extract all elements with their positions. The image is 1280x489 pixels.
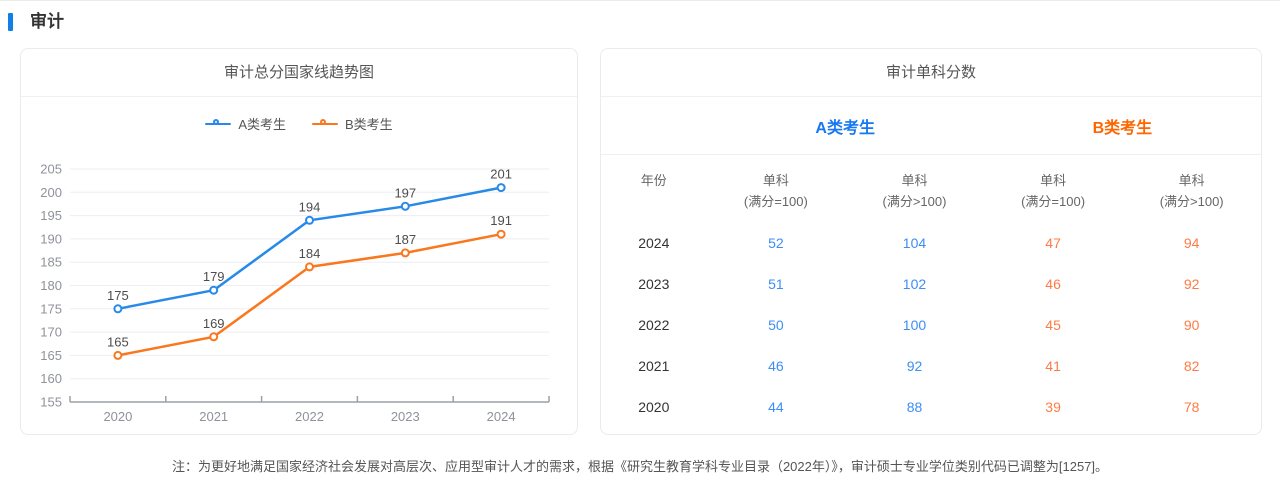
score-cell: 51	[768, 276, 784, 293]
page-title: 审计	[30, 12, 64, 31]
year-cell: 2020	[638, 399, 670, 416]
column-header: 单科 (满分>100)	[882, 173, 947, 209]
svg-text:169: 169	[203, 316, 225, 331]
score-cell: 92	[906, 358, 923, 375]
svg-text:2021: 2021	[199, 409, 228, 424]
chart-title: 审计总分国家线趋势图	[21, 49, 577, 97]
table-row: 2022 50 100 45 90	[601, 305, 1261, 346]
svg-text:205: 205	[40, 162, 62, 177]
column-header: 单科 (满分=100)	[743, 173, 808, 209]
score-cell: 78	[1183, 399, 1200, 416]
svg-text:160: 160	[40, 371, 62, 386]
score-table-card: 审计单科分数 A类考生 B类考生 年份 单科 (满分=100) 单科 (满分>100) 单…	[600, 48, 1262, 435]
score-cell: 88	[906, 399, 923, 416]
line-circle-marker-icon	[312, 118, 338, 129]
score-cell: 104	[902, 235, 927, 252]
svg-text:194: 194	[299, 199, 321, 214]
table-row: 2020 44 88 39 78	[601, 387, 1261, 428]
content-panels: 审计总分国家线趋势图 A类考生 B类考生 155 160 165 170 175 180 1…	[20, 48, 1262, 435]
svg-text:184: 184	[299, 246, 321, 261]
column-header-row: 年份 单科 (满分=100) 单科 (满分>100) 单科 (满分=100) 单科 (满分>10…	[601, 155, 1261, 223]
column-header: 单科 (满分=100)	[1021, 173, 1086, 209]
score-cell: 50	[768, 317, 784, 334]
svg-text:175: 175	[107, 288, 129, 303]
score-cell: 92	[1183, 276, 1200, 293]
column-header: 年份	[640, 173, 667, 188]
svg-text:180: 180	[40, 278, 62, 293]
svg-text:2023: 2023	[391, 409, 420, 424]
score-cell: 82	[1183, 358, 1200, 375]
trend-chart-card: 审计总分国家线趋势图 A类考生 B类考生 155 160 165 170 175 180 1…	[20, 48, 578, 435]
footnote: 注：为更好地满足国家经济社会发展对高层次、应用型审计人才的需求，根据《研究生教育…	[171, 459, 1109, 474]
legend-item-A类考生[interactable]: A类考生	[205, 114, 286, 133]
accent-bar	[8, 13, 13, 31]
score-cell: 44	[768, 399, 784, 416]
score-cell: 100	[902, 317, 927, 334]
svg-text:2024: 2024	[487, 409, 516, 424]
score-cell: 39	[1045, 399, 1061, 416]
svg-text:2022: 2022	[295, 409, 324, 424]
svg-text:201: 201	[490, 167, 512, 182]
chart-legend: A类考生 B类考生	[21, 97, 577, 150]
legend-label: B类考生	[345, 117, 393, 132]
legend-item-B类考生[interactable]: B类考生	[312, 114, 393, 133]
score-cell: 46	[768, 358, 784, 375]
year-cell: 2024	[638, 235, 670, 252]
svg-text:179: 179	[203, 269, 225, 284]
score-cell: 46	[1045, 276, 1061, 293]
svg-text:170: 170	[40, 325, 62, 340]
legend-label: A类考生	[238, 117, 286, 132]
svg-text:165: 165	[40, 348, 62, 363]
line-circle-marker-icon	[205, 118, 232, 129]
score-cell: 45	[1045, 317, 1061, 334]
score-cell: 41	[1045, 358, 1061, 375]
score-cell: 94	[1183, 235, 1200, 252]
year-cell: 2022	[638, 317, 670, 334]
svg-text:175: 175	[40, 301, 62, 316]
table-row: 2024 52 104 47 94	[601, 223, 1261, 264]
svg-text:190: 190	[40, 231, 62, 246]
score-table-body: 2024 52 104 47 94 2023 51 102 46 92 2022 50 100 45 90 2…	[601, 223, 1261, 428]
score-cell: 90	[1183, 317, 1200, 334]
candidate-group-header-row: A类考生 B类考生	[601, 97, 1261, 155]
trend-line-chart[interactable]: 155 160 165 170 175 180 185 190 195 200 205 2020 202…	[21, 150, 577, 435]
svg-text:195: 195	[40, 208, 62, 223]
svg-text:185: 185	[40, 255, 62, 270]
svg-text:165: 165	[107, 334, 129, 349]
svg-text:187: 187	[394, 232, 416, 247]
score-cell: 52	[768, 235, 784, 252]
score-cell: 47	[1045, 235, 1061, 252]
table-row: 2021 46 92 41 82	[601, 346, 1261, 387]
year-cell: 2023	[638, 276, 670, 293]
svg-text:200: 200	[40, 185, 62, 200]
svg-text:197: 197	[394, 185, 416, 200]
group-a-label: A类考生	[815, 119, 875, 137]
svg-text:191: 191	[490, 213, 512, 228]
score-cell: 102	[902, 276, 927, 293]
svg-text:2020: 2020	[103, 409, 132, 424]
table-title: 审计单科分数	[601, 49, 1261, 97]
page-header: 审计	[0, 1, 1280, 32]
column-header: 单科 (满分>100)	[1159, 173, 1224, 209]
group-b-label: B类考生	[1092, 119, 1153, 137]
svg-text:155: 155	[40, 395, 62, 410]
year-cell: 2021	[638, 358, 670, 375]
table-row: 2023 51 102 46 92	[601, 264, 1261, 305]
